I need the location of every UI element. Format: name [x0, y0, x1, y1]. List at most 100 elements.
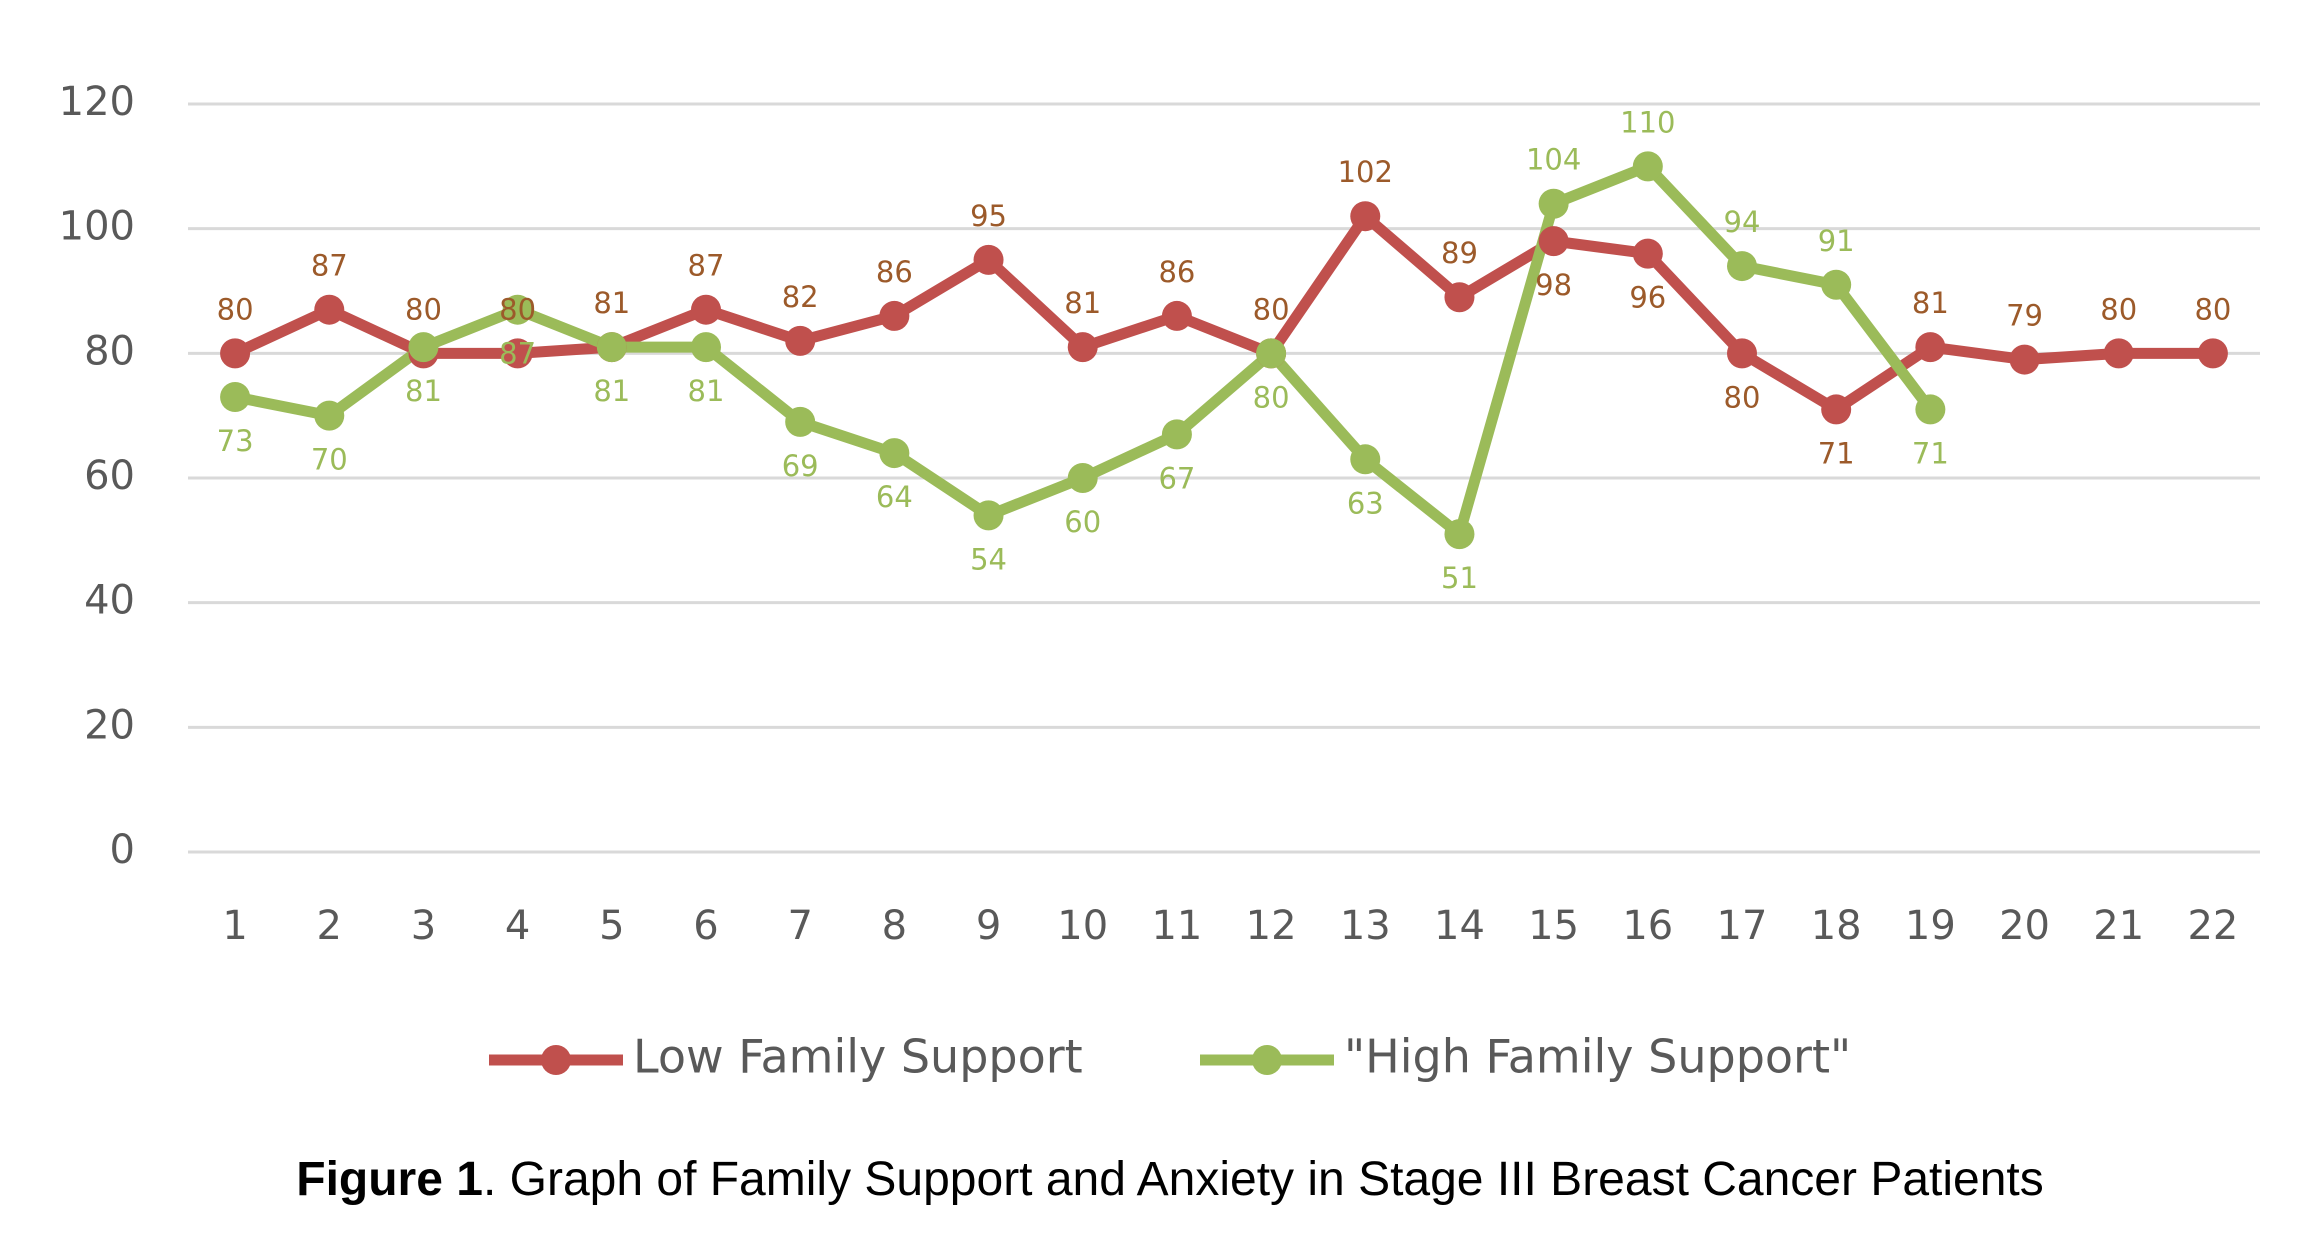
marker	[1821, 269, 1852, 300]
x-tick-label: 6	[693, 903, 718, 949]
marker	[314, 400, 345, 431]
marker	[1821, 394, 1852, 425]
y-tick-label: 120	[59, 79, 135, 125]
marker	[2197, 338, 2228, 369]
x-tick-label: 18	[1811, 903, 1862, 949]
marker	[1161, 419, 1192, 450]
marker	[1444, 282, 1475, 313]
x-tick-label: 12	[1246, 903, 1297, 949]
marker	[1538, 226, 1569, 257]
x-tick-label: 16	[1622, 903, 1673, 949]
data-label: 82	[782, 280, 819, 314]
data-label: 96	[1629, 281, 1666, 315]
data-label: 80	[2194, 292, 2231, 326]
legend-label: Low Family Support	[633, 1030, 1083, 1084]
y-tick-label: 20	[84, 702, 135, 748]
x-tick-label: 14	[1434, 903, 1485, 949]
data-label: 81	[593, 374, 630, 408]
marker	[408, 332, 439, 363]
data-label: 79	[2006, 299, 2043, 333]
marker	[1538, 188, 1569, 219]
marker	[220, 338, 251, 369]
x-tick-label: 5	[599, 903, 624, 949]
marker	[1632, 238, 1663, 269]
x-tick-label: 8	[882, 903, 907, 949]
data-label: 80	[1253, 380, 1290, 414]
marker	[1256, 338, 1287, 369]
x-tick-label: 20	[1999, 903, 2050, 949]
marker	[2009, 344, 2040, 375]
x-tick-label: 21	[2093, 903, 2144, 949]
marker	[691, 332, 721, 363]
marker	[879, 438, 910, 469]
x-tick-label: 15	[1528, 903, 1579, 949]
marker	[596, 332, 627, 363]
data-label: 81	[1912, 286, 1949, 320]
data-label: 104	[1526, 143, 1581, 177]
caption: Figure 1. Graph of Family Support and An…	[296, 1153, 2044, 1206]
data-label: 80	[217, 292, 254, 326]
marker	[1161, 300, 1192, 331]
data-label: 102	[1338, 155, 1393, 189]
data-label: 80	[1724, 380, 1761, 414]
legend-label: "High Family Support"	[1344, 1030, 1851, 1084]
marker	[1350, 444, 1381, 475]
data-label: 80	[2100, 292, 2137, 326]
data-label: 94	[1724, 205, 1761, 239]
marker	[1727, 338, 1757, 369]
x-tick-label: 17	[1717, 903, 1768, 949]
marker	[314, 294, 345, 325]
data-label: 98	[1535, 268, 1572, 302]
data-label: 87	[499, 337, 536, 371]
x-tick-label: 1	[222, 903, 247, 949]
caption-text: . Graph of Family Support and Anxiety in…	[483, 1153, 2044, 1206]
marker	[973, 244, 1004, 275]
data-label: 87	[688, 249, 725, 283]
data-label: 69	[782, 449, 819, 483]
data-label: 54	[970, 542, 1007, 576]
data-label: 110	[1620, 105, 1675, 139]
data-label: 70	[311, 443, 348, 477]
data-label: 67	[1158, 461, 1195, 495]
data-label: 81	[405, 374, 442, 408]
data-label: 81	[688, 374, 725, 408]
marker	[973, 500, 1004, 531]
data-label: 86	[876, 255, 913, 289]
caption-label: Figure 1	[296, 1153, 483, 1206]
marker	[2103, 338, 2134, 369]
marker	[1350, 201, 1381, 232]
x-tick-label: 4	[505, 903, 530, 949]
y-tick-label: 40	[84, 578, 135, 624]
marker	[1067, 463, 1098, 493]
data-label: 80	[1253, 292, 1290, 326]
data-label: 71	[1818, 436, 1855, 470]
marker	[691, 294, 721, 325]
data-label: 71	[1912, 436, 1949, 470]
data-label: 80	[405, 292, 442, 326]
marker	[785, 406, 816, 437]
data-label: 81	[1064, 286, 1101, 320]
marker	[1915, 394, 1946, 425]
data-label: 89	[1441, 236, 1478, 270]
y-tick-label: 80	[84, 328, 135, 374]
x-tick-label: 10	[1057, 903, 1108, 949]
x-tick-label: 22	[2187, 903, 2238, 949]
data-label: 73	[217, 424, 254, 458]
marker	[1915, 332, 1946, 363]
marker	[502, 294, 533, 325]
marker	[1067, 332, 1098, 363]
data-label: 63	[1347, 486, 1384, 520]
y-tick-label: 100	[59, 204, 135, 250]
data-label: 80	[499, 292, 536, 326]
x-tick-label: 13	[1340, 903, 1391, 949]
x-tick-label: 9	[976, 903, 1001, 949]
y-tick-label: 60	[84, 453, 135, 499]
data-label: 95	[970, 199, 1007, 233]
x-tick-label: 7	[787, 903, 812, 949]
marker	[502, 338, 533, 369]
data-label: 51	[1441, 561, 1478, 595]
marker	[785, 325, 816, 356]
x-tick-label: 3	[411, 903, 436, 949]
x-tick-label: 2	[317, 903, 342, 949]
